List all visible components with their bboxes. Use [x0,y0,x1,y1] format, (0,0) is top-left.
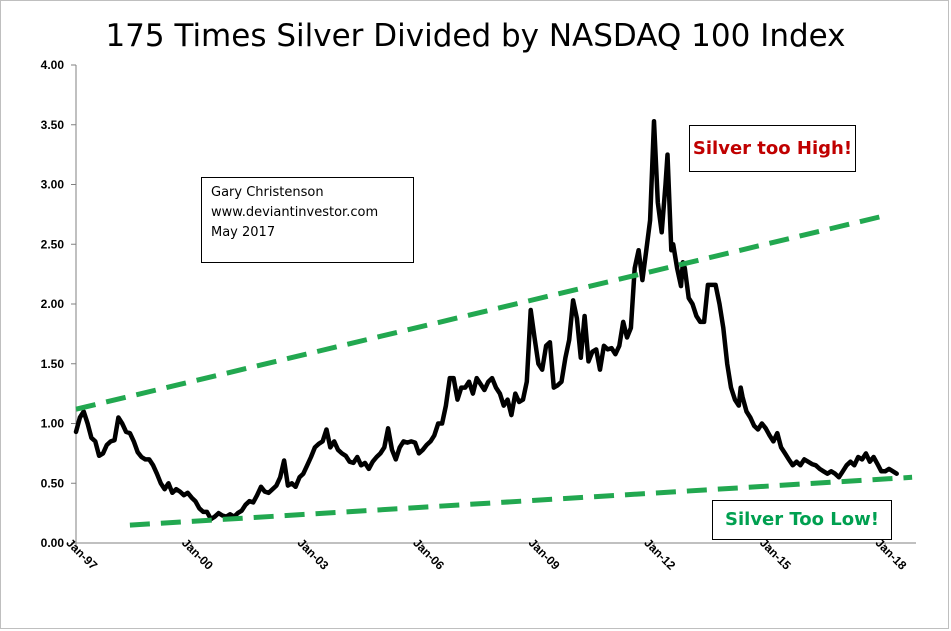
silver-nasdaq-ratio-line [73,118,899,522]
upper-trend-line [75,213,886,412]
credit-date: May 2017 [211,225,276,240]
y-tick-label: 0.50 [41,476,65,490]
callout-silver-too-low: Silver Too Low! [712,500,892,540]
y-tick-label: 0.00 [41,536,65,550]
credit-box: Gary Christenson www.deviantinvestor.com… [201,177,414,263]
x-tick-label: Jan-97 [63,536,100,573]
x-tick-label: Jan-15 [757,536,794,573]
x-tick-label: Jan-03 [295,536,332,573]
x-tick-label: Jan-18 [873,536,910,573]
y-tick-label: 3.50 [41,118,65,132]
chart-title: 175 Times Silver Divided by NASDAQ 100 I… [105,18,846,54]
y-tick-label: 1.50 [41,357,65,371]
y-tick-label: 2.00 [41,297,65,311]
y-tick-label: 3.00 [41,178,65,192]
x-tick-label: Jan-12 [641,536,678,573]
callout-silver-too-high: Silver too High! [689,125,856,172]
x-tick-label: Jan-00 [179,536,216,573]
x-axis: Jan-97 Jan-00 Jan-03 Jan-06 Jan-09 Jan-12 Jan-… [63,536,916,573]
y-tick-label: 2.50 [41,237,65,251]
credit-author: Gary Christenson [211,185,324,200]
y-tick-label: 1.00 [41,417,65,431]
credit-website: www.deviantinvestor.com [211,205,379,220]
x-tick-label: Jan-06 [410,536,447,573]
y-axis: 0.00 0.50 1.00 1.50 2.00 2.50 3.00 3.50 4.00 [41,58,77,550]
lower-trend-line [129,474,913,528]
series-layer [73,118,913,528]
y-tick-label: 4.00 [41,58,65,72]
x-tick-label: Jan-09 [526,536,563,573]
